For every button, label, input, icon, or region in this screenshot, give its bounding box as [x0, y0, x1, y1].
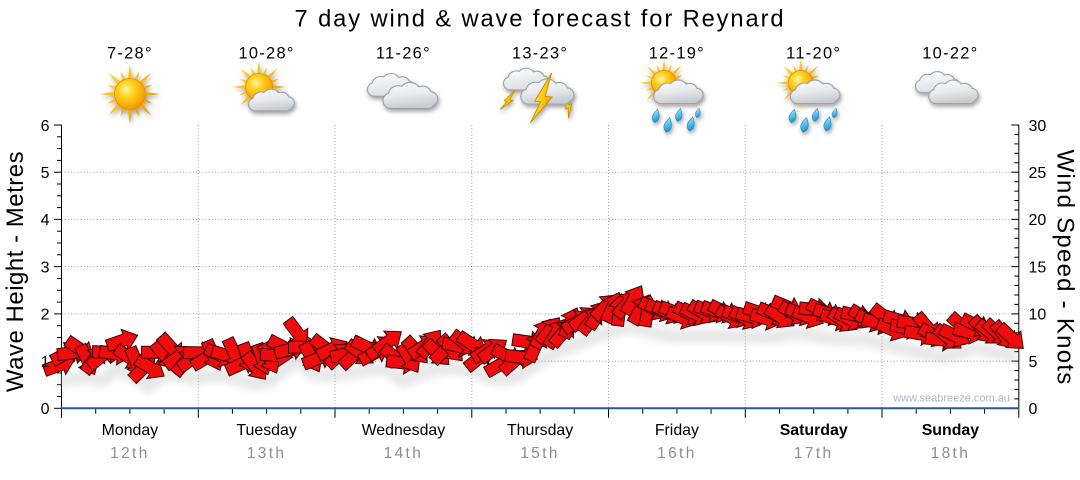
svg-text:7-28°: 7-28° — [107, 45, 153, 63]
svg-text:Friday: Friday — [655, 422, 699, 439]
svg-text:12-19°: 12-19° — [649, 45, 705, 63]
svg-text:Wednesday: Wednesday — [362, 422, 446, 439]
svg-text:Wind Speed - Knots: Wind Speed - Knots — [1051, 150, 1078, 386]
svg-text:25: 25 — [1029, 165, 1047, 182]
svg-text:Tuesday: Tuesday — [236, 422, 296, 439]
svg-text:10-22°: 10-22° — [922, 45, 978, 63]
svg-text:Sunday: Sunday — [922, 422, 980, 439]
svg-text:13-23°: 13-23° — [512, 45, 568, 63]
svg-text:15: 15 — [1029, 259, 1047, 276]
svg-text:7 day wind & wave forecast for: 7 day wind & wave forecast for Reynard — [295, 7, 786, 33]
svg-text:3: 3 — [41, 259, 50, 276]
svg-text:Thursday: Thursday — [507, 422, 573, 439]
svg-text:13th: 13th — [247, 445, 287, 462]
svg-text:12th: 12th — [110, 445, 150, 462]
svg-text:1: 1 — [41, 354, 50, 371]
svg-text:15th: 15th — [520, 445, 560, 462]
svg-text:11-20°: 11-20° — [786, 45, 841, 63]
svg-text:6: 6 — [41, 118, 50, 135]
svg-text:0: 0 — [1029, 401, 1038, 418]
svg-text:4: 4 — [41, 212, 50, 229]
svg-text:16th: 16th — [657, 445, 697, 462]
svg-text:11-26°: 11-26° — [376, 45, 431, 63]
svg-text:Saturday: Saturday — [780, 422, 848, 439]
svg-text:5: 5 — [41, 165, 50, 182]
svg-text:Monday: Monday — [102, 422, 159, 439]
svg-text:10-28°: 10-28° — [238, 45, 294, 63]
svg-text:5: 5 — [1029, 354, 1038, 371]
svg-text:10: 10 — [1029, 307, 1047, 324]
svg-text:30: 30 — [1029, 118, 1047, 135]
svg-text:20: 20 — [1029, 212, 1047, 229]
svg-text:0: 0 — [41, 401, 50, 418]
svg-text:17th: 17th — [794, 445, 834, 462]
svg-text:2: 2 — [41, 307, 50, 324]
svg-text:www.seabreeze.com.au: www.seabreeze.com.au — [892, 392, 1010, 404]
svg-text:14th: 14th — [384, 445, 424, 462]
svg-text:Wave Height - Metres: Wave Height - Metres — [2, 151, 29, 392]
svg-text:18th: 18th — [931, 445, 971, 462]
